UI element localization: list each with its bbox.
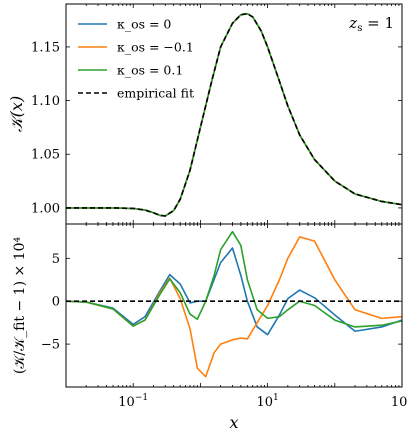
bottom-series-line-0 [66,247,402,336]
bottom-plot-area [66,230,402,378]
legend-label-0: κ_os = 0 [117,17,171,32]
redshift-annotation: zs = 1 [348,14,394,34]
legend-label-2: κ_os = 0.1 [117,63,183,78]
legend-label-1: κ_os = −0.1 [117,40,194,55]
bottom-ytick-label: 5 [52,252,60,267]
xtick-label: 10−1 [118,393,148,410]
bottom-axes-frame [65,223,403,388]
legend: κ_os = 0 κ_os = −0.1 κ_os = 0.1 empirical f… [78,17,194,101]
top-panel: 1.001.051.101.15𝒦(x)zs = 1κ_os = 0κ_os =… [7,3,403,225]
top-ytick-label: 1.05 [31,148,60,163]
top-ytick-label: 1.00 [31,201,60,216]
xtick-label: 103 [391,393,407,410]
xtick-label: 101 [256,393,278,410]
bottom-ytick-label: −5 [41,338,60,353]
top-ytick-label: 1.15 [31,40,60,55]
top-series-line-3 [66,12,402,217]
top-ytick-label: 1.10 [31,94,60,109]
bottom-series-line-2 [66,230,402,328]
bottom-xlabel: x [229,413,238,432]
bottom-ylabel: (𝒦/𝒦_fit − 1) × 10⁴ [12,237,28,375]
top-ylabel: 𝒦(x) [7,96,26,132]
legend-label-3: empirical fit [117,86,194,101]
top-plot-area [66,12,402,217]
bottom-panel: −5 0 5 10−1 101 103 x (𝒦/𝒦_fit − 1) × 10⁴ [12,223,407,432]
bottom-ytick-label: 0 [52,295,60,310]
